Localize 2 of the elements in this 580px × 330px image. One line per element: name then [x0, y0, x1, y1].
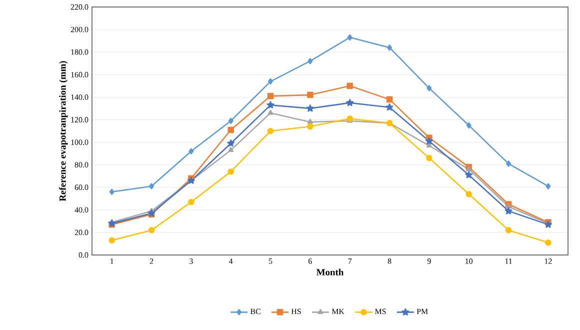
y-axis-title: Reference evapotranpiration (mm): [59, 61, 68, 202]
x-axis-title: Month: [316, 268, 344, 276]
